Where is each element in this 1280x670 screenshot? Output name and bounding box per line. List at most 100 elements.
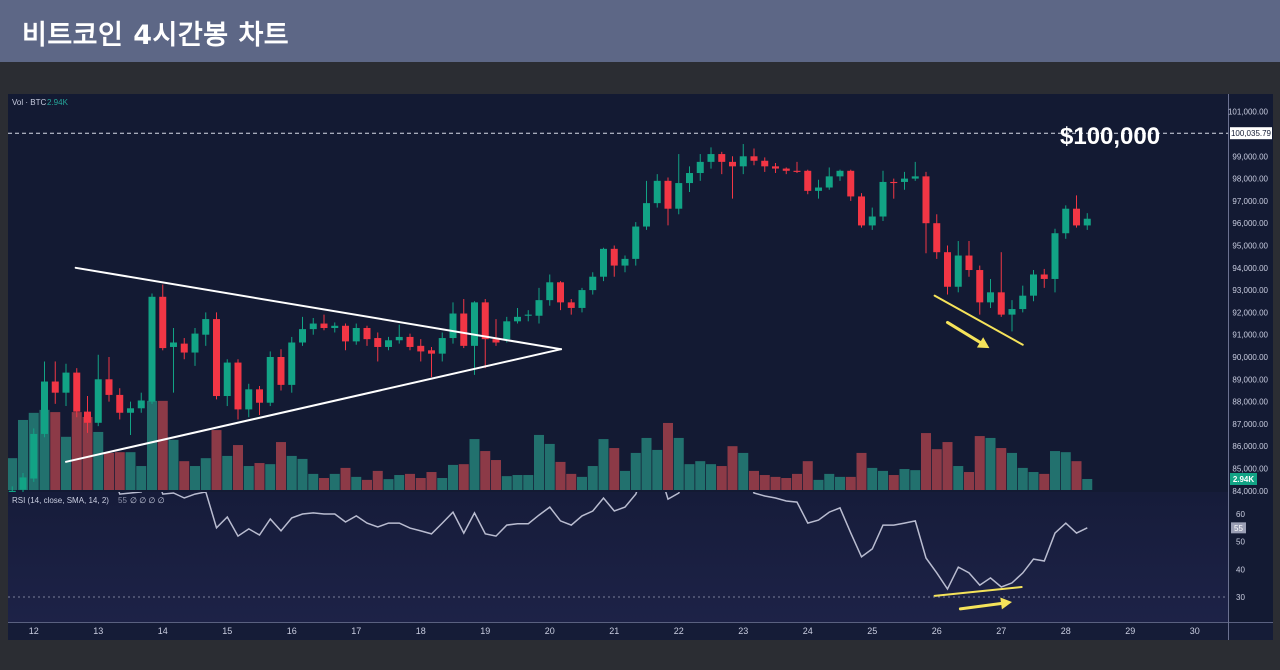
volume-bar	[50, 412, 61, 490]
volume-bar	[544, 443, 555, 490]
volume-bar	[448, 464, 458, 490]
candle	[148, 293, 156, 404]
volume-bar	[673, 437, 684, 490]
candle	[1030, 270, 1037, 302]
candle-body	[417, 345, 425, 352]
candle-body	[675, 183, 683, 209]
candle	[438, 332, 446, 362]
candlestick-chart[interactable]: 102,000.00101,000.0099,000.0098,000.0097…	[8, 94, 1273, 640]
rsi-legend-value: 55	[118, 496, 127, 505]
price-axis[interactable]: 102,000.00101,000.0099,000.0098,000.0097…	[1228, 94, 1272, 602]
candle-body	[213, 319, 220, 397]
price-divergence-line	[933, 294, 1024, 346]
candle	[320, 314, 328, 331]
candle	[976, 265, 984, 315]
rsi-series	[8, 492, 1228, 598]
volume-bar	[802, 461, 813, 490]
time-axis-labels: 12 13 14 15 16 17 18 19 20 21 22 23 24 25 26 27 28 29 30	[29, 626, 1200, 636]
price-line-tag	[1230, 127, 1272, 140]
candle	[815, 179, 822, 199]
candle-body	[922, 176, 930, 224]
candle	[159, 284, 167, 351]
price-down-arrow-icon-head	[976, 337, 990, 349]
candle-body	[352, 328, 360, 342]
candle-body	[954, 255, 962, 287]
candle	[471, 301, 478, 375]
volume-tag-label: 2.94K	[1233, 475, 1255, 484]
price-tick-label: 87,000.00	[1232, 420, 1268, 429]
candle	[890, 178, 898, 199]
candle-body	[191, 333, 199, 353]
candle-body	[901, 178, 908, 182]
time-tick-label: 23	[738, 626, 748, 636]
candle	[245, 383, 253, 418]
candle-body	[761, 160, 769, 167]
candle-body	[879, 181, 887, 217]
candle-body	[503, 321, 511, 340]
volume-bar	[458, 464, 469, 490]
rsi-legend-label: RSI (14, close, SMA, 14, 2)	[12, 496, 109, 505]
volume-bar	[835, 476, 845, 490]
price-tick-label: 85,000.00	[1232, 465, 1268, 474]
candle	[965, 241, 973, 277]
candle	[180, 338, 188, 360]
volume-bar	[813, 479, 824, 490]
candle	[428, 346, 435, 378]
volume-bar	[781, 478, 792, 490]
candle	[223, 359, 231, 407]
candle	[309, 317, 317, 335]
volume-bar	[93, 431, 104, 490]
volume-bar	[942, 442, 953, 490]
candle	[911, 161, 919, 181]
triangle-lower-trendline	[65, 348, 563, 463]
volume-bar	[362, 479, 372, 490]
candle-body	[374, 338, 382, 347]
rsi-tick-label: 30	[1236, 593, 1245, 602]
candle	[825, 167, 833, 190]
candle	[299, 316, 306, 346]
candle-body	[342, 325, 349, 342]
candle-body	[557, 282, 564, 303]
candle-body	[793, 170, 801, 172]
volume-bar	[18, 419, 28, 490]
time-tick-label: 16	[287, 626, 297, 636]
price-tick-label: 91,000.00	[1232, 331, 1268, 340]
volume-bar	[383, 479, 394, 490]
candle	[105, 357, 113, 402]
candle	[342, 323, 349, 351]
volume-bar	[749, 470, 759, 490]
candle-body	[1019, 295, 1027, 310]
candle	[696, 154, 704, 181]
candle-body	[664, 180, 672, 209]
candle	[901, 171, 908, 190]
candle	[567, 299, 575, 315]
candle-body	[266, 357, 274, 403]
candle-body	[739, 156, 747, 167]
volume-legend-label: Vol · BTC	[12, 98, 46, 107]
rsi-up-arrow-icon-shaft	[958, 601, 1003, 611]
candle-body	[19, 477, 27, 490]
time-axis[interactable]	[8, 622, 1273, 640]
candle	[116, 388, 124, 420]
candle	[213, 312, 220, 400]
volume-bar	[630, 452, 641, 490]
candle	[922, 171, 930, 254]
candle	[997, 252, 1005, 317]
candle	[19, 472, 27, 492]
candle-body	[363, 328, 371, 340]
volume-bar	[598, 439, 609, 490]
candle	[352, 323, 360, 345]
candle	[191, 328, 199, 366]
candle-body	[309, 323, 317, 330]
volume-bar	[878, 470, 888, 490]
volume-bar	[372, 470, 383, 490]
volume-bar	[996, 448, 1007, 490]
chart-container[interactable]: 102,000.00101,000.0099,000.0098,000.0097…	[8, 94, 1273, 640]
candle-body	[965, 255, 973, 271]
candle-body	[750, 156, 758, 161]
page-header: 비트코인 4시간봉 차트	[0, 0, 1280, 62]
candle-body	[610, 248, 618, 266]
volume-bar	[845, 476, 856, 490]
volume-bar	[931, 449, 942, 490]
candle	[761, 157, 769, 172]
